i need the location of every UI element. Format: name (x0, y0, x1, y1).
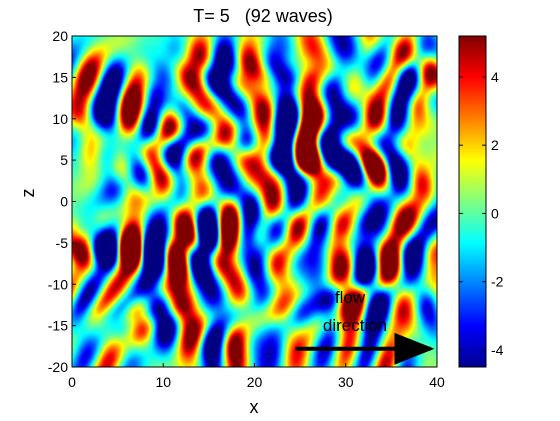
y-axis-label: z (18, 189, 38, 198)
y-tick-label: -5 (56, 235, 69, 251)
colorbar-tick-label: -4 (491, 342, 504, 358)
x-tick-label: 30 (338, 374, 354, 390)
y-tick-label: 5 (60, 152, 68, 168)
y-tick-label: 15 (52, 69, 68, 85)
y-tick-label: -15 (48, 318, 68, 334)
colorbar-tick-label: 2 (491, 137, 499, 153)
y-tick-label: -20 (48, 359, 68, 375)
x-tick-label: 10 (155, 374, 171, 390)
y-tick-label: 10 (52, 111, 68, 127)
colorbar-tick-label: 0 (491, 205, 499, 221)
colorbar-tick-label: -2 (491, 274, 504, 290)
y-tick-label: 20 (52, 28, 68, 44)
y-tick-label: 0 (60, 194, 68, 210)
colorbar: 4 2 0 -2 -4 (458, 35, 504, 368)
x-tick-label: 40 (429, 374, 445, 390)
y-tick-label: -10 (48, 276, 68, 292)
x-axis-ticks: 0 10 20 30 40 (68, 363, 445, 390)
y-axis-ticks: 20 15 10 5 0 -5 -10 -15 -20 (48, 28, 76, 375)
heatmap-image (72, 36, 437, 367)
colorbar-gradient (458, 35, 487, 368)
x-axis-label: x (250, 397, 259, 417)
chart-title: T= 5 (92 waves) (193, 6, 333, 26)
heatmap-area (71, 35, 438, 368)
annotation-line1: flow (335, 288, 366, 307)
x-tick-label: 20 (247, 374, 263, 390)
colorbar-tick-label: 4 (491, 69, 499, 85)
annotation-line2: direction (323, 316, 387, 335)
colorbar-ticks: 4 2 0 -2 -4 (459, 69, 504, 358)
x-tick-label: 0 (68, 374, 76, 390)
flow-annotation: flow direction (295, 288, 435, 365)
